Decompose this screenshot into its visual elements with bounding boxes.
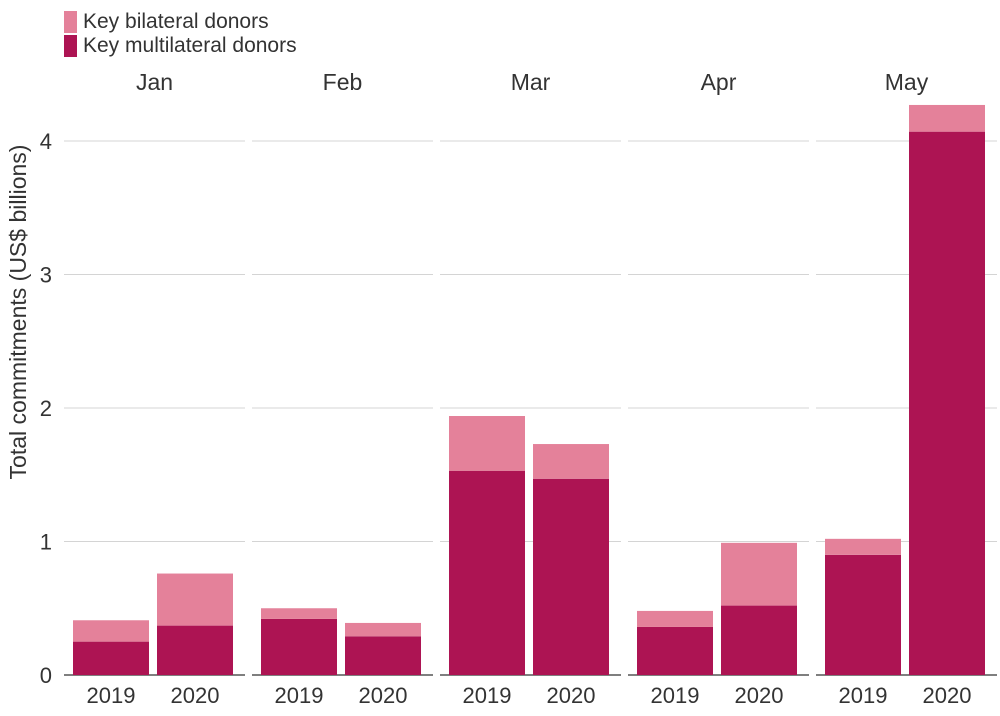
x-tick-label-may-2020: 2020 bbox=[923, 683, 972, 708]
legend-swatch-multilateral bbox=[64, 35, 77, 57]
bar-bilateral-feb-2020 bbox=[345, 622, 421, 637]
bar-multilateral-feb-2019 bbox=[261, 618, 337, 675]
panel-title-jan: Jan bbox=[136, 69, 173, 95]
x-tick-label-feb-2020: 2020 bbox=[359, 683, 408, 708]
bar-bilateral-mar-2019 bbox=[449, 416, 525, 471]
y-tick-label-2: 2 bbox=[40, 396, 52, 421]
x-tick-label-apr-2020: 2020 bbox=[735, 683, 784, 708]
y-tick-label-4: 4 bbox=[40, 129, 52, 154]
bar-bilateral-may-2019 bbox=[825, 538, 901, 555]
bar-multilateral-mar-2019 bbox=[449, 470, 525, 675]
legend-item-bilateral: Key bilateral donors bbox=[64, 10, 297, 34]
panel-title-may: May bbox=[885, 69, 929, 95]
bar-multilateral-feb-2020 bbox=[345, 636, 421, 675]
panel-title-apr: Apr bbox=[701, 69, 737, 95]
bar-multilateral-jan-2019 bbox=[73, 641, 149, 675]
legend-label-bilateral: Key bilateral donors bbox=[83, 10, 269, 33]
y-axis-label: Total commitments (US$ billions) bbox=[5, 145, 31, 480]
legend-label-multilateral: Key multilateral donors bbox=[83, 34, 297, 57]
bar-multilateral-apr-2020 bbox=[721, 605, 797, 675]
bar-multilateral-jan-2020 bbox=[157, 625, 233, 675]
bar-multilateral-may-2019 bbox=[825, 554, 901, 675]
bar-bilateral-jan-2020 bbox=[157, 573, 233, 626]
legend-item-multilateral: Key multilateral donors bbox=[64, 34, 297, 58]
x-tick-label-mar-2020: 2020 bbox=[547, 683, 596, 708]
y-tick-label-3: 3 bbox=[40, 263, 52, 288]
x-tick-label-jan-2020: 2020 bbox=[171, 683, 220, 708]
plot-area: 0 1 2 3 4 Jan 2019 2020 Feb 2019 2020 Mar 2019 2020 Ap… bbox=[40, 69, 997, 708]
x-tick-label-may-2019: 2019 bbox=[839, 683, 888, 708]
x-tick-label-apr-2019: 2019 bbox=[651, 683, 700, 708]
x-tick-label-jan-2019: 2019 bbox=[87, 683, 136, 708]
panel-title-mar: Mar bbox=[511, 69, 551, 95]
y-tick-label-0: 0 bbox=[40, 663, 52, 688]
bar-multilateral-apr-2019 bbox=[637, 626, 713, 675]
x-tick-label-mar-2019: 2019 bbox=[463, 683, 512, 708]
bar-bilateral-mar-2020 bbox=[533, 444, 609, 479]
bar-multilateral-may-2020 bbox=[909, 131, 985, 675]
bar-multilateral-mar-2020 bbox=[533, 478, 609, 675]
bar-bilateral-feb-2019 bbox=[261, 608, 337, 619]
bar-bilateral-may-2020 bbox=[909, 104, 985, 132]
legend-swatch-bilateral bbox=[64, 11, 77, 33]
bar-bilateral-apr-2020 bbox=[721, 542, 797, 606]
chart-legend: Key bilateral donors Key multilateral do… bbox=[64, 10, 297, 58]
panel-title-feb: Feb bbox=[323, 69, 363, 95]
bar-bilateral-jan-2019 bbox=[73, 620, 149, 642]
bar-bilateral-apr-2019 bbox=[637, 610, 713, 627]
x-tick-label-feb-2019: 2019 bbox=[275, 683, 324, 708]
y-tick-label-1: 1 bbox=[40, 530, 52, 555]
